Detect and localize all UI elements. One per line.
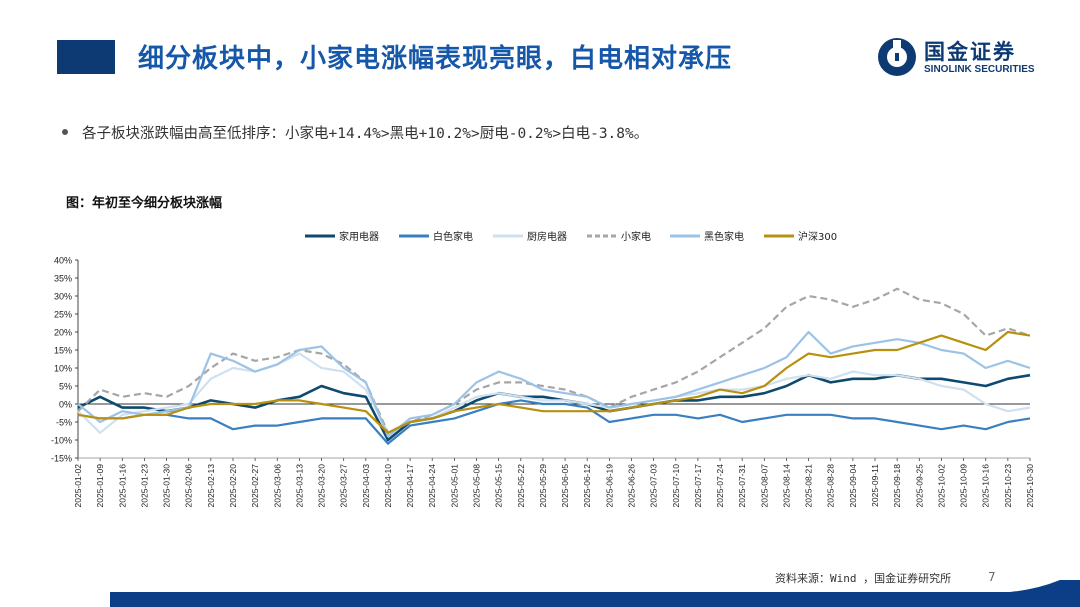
x-tick-label: 2025-10-16 [981, 464, 991, 508]
x-tick-label: 2025-02-06 [184, 464, 194, 508]
x-tick-label: 2025-08-07 [759, 464, 769, 508]
series-line-3 [77, 287, 1031, 434]
x-tick-label: 2025-02-20 [228, 464, 238, 508]
x-tick-label: 2025-07-17 [693, 464, 703, 508]
legend-label-3: 小家电 [621, 230, 651, 243]
x-tick-label: 2025-04-03 [361, 464, 371, 508]
footer-decoration [110, 580, 1080, 607]
x-tick-label: 2025-01-30 [162, 464, 172, 508]
x-tick-label: 2025-05-22 [516, 464, 526, 508]
x-tick-label: 2025-03-20 [317, 464, 327, 508]
logo-text-cn: 国金证券 [924, 40, 1016, 64]
summary-bullet: 各子板块涨跌幅由高至低排序：小家电+14.4%>黑电+10.2%>厨电-0.2%… [62, 122, 648, 143]
x-tick-label: 2025-07-03 [649, 464, 659, 508]
series-line-1 [77, 399, 1031, 445]
x-tick-label: 2025-04-24 [427, 464, 437, 508]
title-accent-bar [57, 40, 115, 74]
y-tick-label: -10% [51, 436, 72, 446]
y-tick-label: 10% [54, 364, 72, 374]
y-tick-label: 5% [59, 382, 72, 392]
sinolink-logo-icon [878, 38, 916, 76]
x-tick-label: 2025-07-24 [715, 464, 725, 508]
y-tick-label: 15% [54, 346, 72, 356]
x-tick-label: 2025-01-09 [95, 464, 105, 508]
series-line-4 [77, 330, 1031, 438]
x-tick-label: 2025-09-11 [870, 464, 880, 507]
legend-label-4: 黑色家电 [704, 230, 744, 243]
x-tick-label: 2025-08-28 [826, 464, 836, 508]
x-tick-label: 2025-01-16 [117, 464, 127, 508]
figure-title: 图：年初至今细分板块涨幅 [66, 196, 223, 211]
x-tick-label: 2025-10-09 [959, 464, 969, 508]
line-chart: 家用电器 白色家电 厨房电器 小家电 黑色家电 沪深300 -15% -10% -5% 0% 5%… [51, 230, 1035, 508]
source-note: 资料来源：Wind ，国金证券研究所 [775, 572, 952, 585]
x-tick-label: 2025-03-06 [272, 464, 282, 508]
y-tick-label: -15% [51, 454, 72, 464]
company-logo: 国金证券 SINOLINK SECURITIES [876, 36, 1066, 80]
series-line-0 [77, 373, 1031, 442]
legend-label-0: 家用电器 [339, 230, 379, 243]
chart-series [77, 287, 1031, 445]
series-line-2 [77, 352, 1031, 434]
x-tick-label: 2025-05-01 [449, 464, 459, 508]
x-tick-label: 2025-08-21 [804, 464, 814, 508]
y-tick-label: 20% [54, 328, 72, 338]
x-tick-label: 2025-03-13 [294, 464, 304, 508]
summary-text: 各子板块涨跌幅由高至低排序：小家电+14.4%>黑电+10.2%>厨电-0.2%… [82, 126, 649, 142]
y-tick-label: 25% [54, 310, 72, 320]
x-tick-label: 2025-01-23 [139, 464, 149, 508]
x-tick-label: 2025-08-14 [781, 464, 791, 508]
page-number: 7 [988, 570, 996, 584]
y-tick-label: 35% [54, 274, 72, 284]
x-tick-label: 2025-07-31 [737, 464, 747, 508]
x-tick-label: 2025-09-04 [848, 464, 858, 508]
x-tick-label: 2025-01-02 [73, 464, 83, 508]
x-tick-label: 2025-05-29 [538, 464, 548, 508]
x-tick-label: 2025-02-13 [206, 464, 216, 508]
chart-legend: 家用电器 白色家电 厨房电器 小家电 黑色家电 沪深300 [305, 230, 837, 243]
x-tick-label: 2025-07-10 [671, 464, 681, 508]
x-tick-label: 2025-05-08 [472, 464, 482, 508]
x-tick-label: 2025-06-19 [604, 464, 614, 508]
x-tick-label: 2025-09-18 [892, 464, 902, 508]
x-tick-label: 2025-09-25 [914, 464, 924, 508]
x-tick-label: 2025-05-15 [494, 464, 504, 508]
legend-label-2: 厨房电器 [527, 230, 567, 243]
x-tick-label: 2025-06-12 [582, 464, 592, 508]
y-tick-label: 30% [54, 292, 72, 302]
x-tick-label: 2025-04-17 [405, 464, 415, 508]
x-tick-label: 2025-03-27 [339, 464, 349, 508]
x-tick-label: 2025-10-30 [1025, 464, 1035, 508]
x-tick-label: 2025-06-05 [560, 464, 570, 508]
x-tick-label: 2025-04-10 [383, 464, 393, 508]
legend-label-1: 白色家电 [433, 230, 473, 243]
logo-text-en: SINOLINK SECURITIES [924, 64, 1035, 75]
page-title: 细分板块中，小家电涨幅表现亮眼，白电相对承压 [138, 44, 733, 74]
y-tick-label: 40% [54, 256, 72, 266]
x-tick-label: 2025-06-26 [626, 464, 636, 508]
y-tick-label: -5% [56, 418, 72, 428]
x-tick-label: 2025-10-23 [1003, 464, 1013, 508]
x-tick-label: 2025-02-27 [250, 464, 260, 508]
legend-label-5: 沪深300 [798, 230, 837, 243]
bullet-dot-icon [62, 129, 68, 135]
y-tick-label: 0% [59, 400, 72, 410]
x-tick-label: 2025-10-02 [936, 464, 946, 508]
series-line-5 [77, 330, 1031, 434]
